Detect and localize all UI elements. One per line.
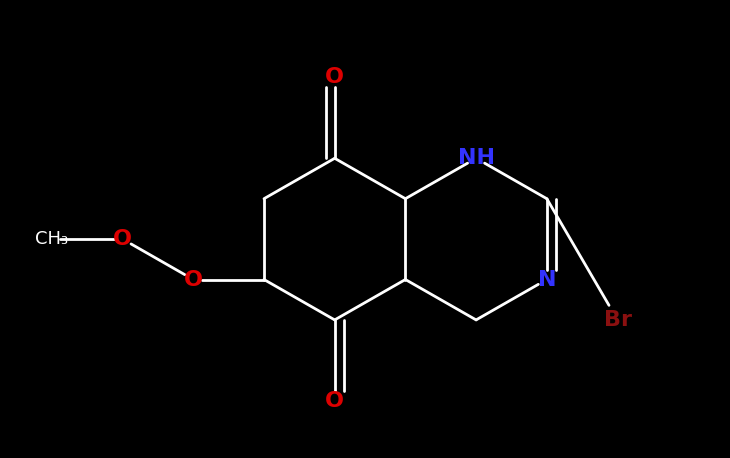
Text: Br: Br — [604, 310, 631, 330]
Text: O: O — [325, 67, 345, 87]
Text: CH₃: CH₃ — [35, 230, 69, 248]
Text: O: O — [113, 229, 132, 249]
Text: O: O — [325, 391, 345, 411]
Text: N: N — [537, 269, 556, 289]
Text: NH: NH — [458, 148, 495, 168]
Text: O: O — [184, 269, 203, 289]
